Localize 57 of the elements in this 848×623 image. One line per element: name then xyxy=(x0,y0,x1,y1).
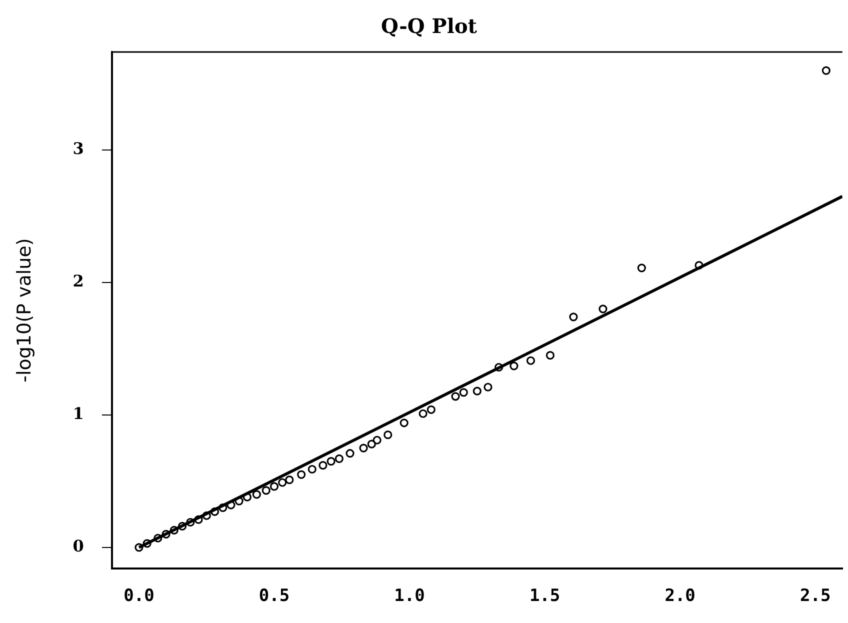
point xyxy=(178,522,187,531)
point xyxy=(694,260,704,270)
y-axis-title: -log10(P value) xyxy=(13,238,36,382)
point xyxy=(418,409,428,418)
point xyxy=(484,382,492,392)
point xyxy=(367,440,376,448)
point xyxy=(426,405,436,414)
point xyxy=(637,264,646,272)
point xyxy=(142,539,152,548)
point xyxy=(459,388,468,397)
point xyxy=(308,464,316,474)
point xyxy=(242,492,252,502)
y-tick-label: 0 xyxy=(72,536,84,556)
x-tick-label: 2.5 xyxy=(800,586,831,606)
point xyxy=(400,418,408,428)
x-tick-label: 1.5 xyxy=(529,586,560,606)
x-tick-label: 0.5 xyxy=(258,586,290,606)
y-tick-label: 3 xyxy=(72,139,84,158)
point xyxy=(494,362,504,372)
point xyxy=(326,457,336,466)
x-tick-label: 0.0 xyxy=(124,586,154,606)
point xyxy=(569,312,578,322)
point xyxy=(170,526,178,534)
point xyxy=(297,470,306,479)
point xyxy=(510,362,518,370)
point xyxy=(226,500,236,510)
x-tick-label: 1.0 xyxy=(394,586,425,606)
point xyxy=(334,454,344,463)
point xyxy=(285,476,294,484)
point xyxy=(252,490,261,499)
point xyxy=(202,511,211,520)
point xyxy=(472,386,482,396)
point xyxy=(318,460,328,470)
y-tick-label: 2 xyxy=(72,272,84,291)
point xyxy=(270,482,279,491)
point xyxy=(359,444,368,452)
point xyxy=(218,503,228,512)
point xyxy=(526,356,536,365)
point xyxy=(154,534,162,542)
point xyxy=(372,436,382,444)
point xyxy=(162,530,170,538)
y-tick-label: 1 xyxy=(72,404,84,424)
point xyxy=(598,304,608,314)
point xyxy=(346,449,354,458)
point xyxy=(278,478,287,487)
point xyxy=(546,351,555,360)
chart-title: Q-Q Plot xyxy=(380,14,478,38)
point xyxy=(822,66,830,75)
point xyxy=(186,518,195,527)
point xyxy=(262,486,270,495)
point xyxy=(210,507,220,516)
point xyxy=(194,515,203,524)
point xyxy=(134,543,144,552)
point xyxy=(451,392,460,401)
point xyxy=(384,430,392,440)
point xyxy=(234,496,244,506)
x-tick-label: 2.0 xyxy=(664,586,696,606)
